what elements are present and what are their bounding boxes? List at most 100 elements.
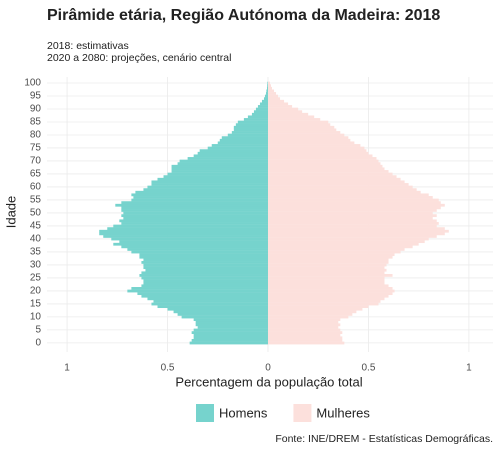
bar [107,227,268,231]
bar [119,219,268,223]
bar [143,281,268,285]
bar [267,240,425,244]
bar [233,128,268,132]
x-tick-label: 0.5 [361,363,375,374]
bar [221,136,268,140]
bar [193,328,268,332]
bar [267,229,449,233]
x-tick-label: 0.5 [161,363,175,374]
bar [267,190,421,194]
bar [123,216,268,220]
y-tick-label: 100 [24,78,41,89]
bar [255,107,268,111]
bar [267,159,379,163]
bar [191,331,268,335]
bar [193,154,268,158]
bar [267,84,272,88]
bar [267,89,275,93]
bar [267,125,335,129]
bar [143,266,268,270]
bar [171,164,268,168]
bar [179,159,268,163]
bar [121,206,268,210]
bar [267,255,393,259]
bar [157,177,268,181]
bar [267,268,387,272]
bar [267,292,393,296]
bar [267,196,433,199]
bar [267,209,437,212]
legend-swatch [293,404,312,422]
bar [251,112,268,116]
bar [267,271,385,275]
bar [267,133,345,137]
bar [111,237,268,241]
bar [267,141,355,145]
bar [197,151,268,155]
bar [199,149,268,153]
bar [153,300,268,303]
bar [267,94,279,98]
bar [267,279,385,283]
x-tick-label: 1 [466,363,472,374]
y-tick-label: 30 [30,260,42,271]
bar [121,209,268,212]
y-tick-label: 90 [30,104,42,115]
bar [139,255,268,259]
bar [151,180,268,184]
bar [167,307,268,311]
bar [267,235,437,238]
bar [267,99,285,103]
bar [267,219,437,223]
bar [133,196,268,199]
bar [267,81,268,85]
bar [217,141,268,145]
bar [267,331,343,335]
bar [103,235,268,238]
y-tick-label: 70 [30,156,42,167]
legend-label: Mulheres [316,405,370,420]
caption: Fonte: INE/DREM - Estatísticas Demográfi… [275,433,493,445]
bar [257,105,268,108]
bar [266,86,268,90]
bar [167,172,268,176]
bar [267,81,270,85]
legend-label: Homens [219,405,268,420]
bar [147,185,268,189]
bar [267,123,331,127]
bar [267,188,417,192]
bar [207,146,268,150]
bar [151,183,268,186]
y-tick-label: 35 [30,247,42,258]
bar [263,97,268,101]
bar [147,297,268,301]
bar [261,99,268,103]
bar [193,336,268,340]
bar [267,193,429,197]
bar [113,224,268,228]
bar [267,136,349,140]
bar [267,294,389,298]
bar [267,326,339,329]
bar [267,92,277,95]
bar [141,294,268,298]
y-tick-label: 75 [30,143,42,154]
chart-subtitle: 2018: estimativas [47,40,129,52]
bar [267,151,369,155]
bar [267,323,341,327]
bar [157,305,268,309]
bar [267,300,381,303]
bar [191,339,268,342]
bar [143,258,268,262]
legend-swatch [196,404,214,422]
bar [141,261,268,264]
bar [267,203,445,207]
bar [227,133,268,137]
y-tick-label: 85 [30,117,42,128]
bar [267,287,393,290]
bar [267,112,309,116]
bar [267,170,389,173]
bar [99,229,268,233]
chart-subtitle: 2020 a 2080: projeções, cenário central [47,52,231,64]
bar [267,336,343,340]
